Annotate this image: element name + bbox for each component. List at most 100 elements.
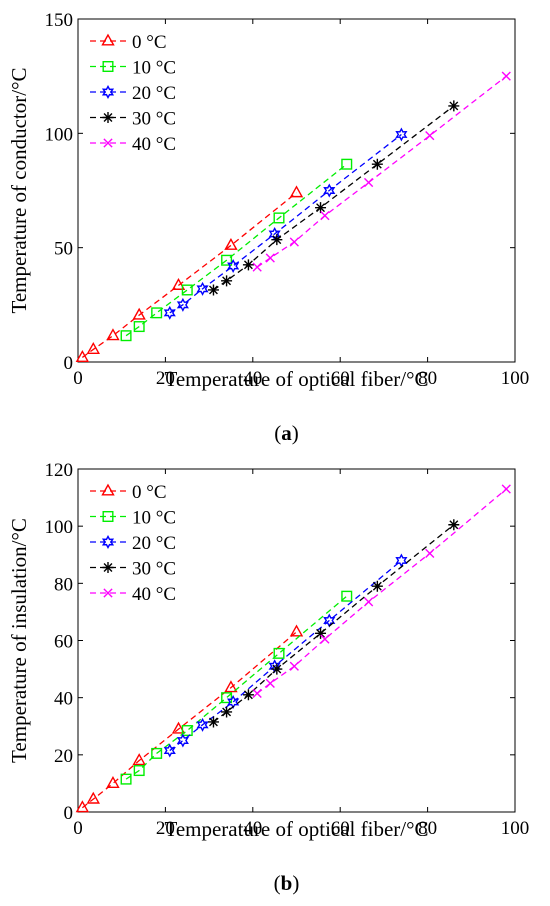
data-point — [501, 484, 511, 494]
data-point — [252, 688, 262, 698]
x-tick-label: 40 — [243, 818, 262, 839]
legend-item: 10 °C — [90, 58, 176, 79]
legend-item: 0 °C — [90, 482, 167, 503]
legend-marker — [102, 511, 114, 523]
data-point — [224, 237, 238, 250]
figure-caption: (a) — [274, 421, 299, 445]
legend-label: 20 °C — [132, 83, 176, 104]
data-point — [221, 706, 233, 718]
series-0C — [75, 624, 304, 813]
data-point — [265, 253, 275, 263]
legend-marker — [101, 33, 115, 46]
data-point — [341, 158, 353, 170]
series-line — [81, 192, 297, 358]
series-40C — [252, 71, 511, 272]
series-line — [256, 75, 507, 268]
x-tick-label: 20 — [156, 368, 175, 389]
data-point — [289, 661, 299, 671]
legend-marker — [101, 84, 115, 100]
data-point — [323, 183, 336, 198]
data-point — [252, 262, 262, 272]
data-point — [181, 284, 193, 296]
chart-panel-b: 0 20 40 60 80 100 0 20 40 60 80 100 120 Temperature o… — [7, 460, 529, 895]
data-point — [395, 127, 408, 142]
y-axis-label: Temperature of insulation/°C — [7, 518, 31, 763]
data-point — [425, 131, 435, 141]
legend-label: 30 °C — [132, 109, 176, 130]
x-tick-label: 60 — [331, 368, 350, 389]
data-point — [176, 297, 189, 312]
y-tick-label: 20 — [54, 746, 73, 767]
legend-marker — [101, 534, 115, 550]
x-axis-label: Temperature of optical fiber/°C — [164, 817, 428, 841]
data-point — [271, 234, 283, 246]
data-point — [371, 158, 383, 170]
y-tick-label: 150 — [45, 10, 74, 31]
legend-item: 10 °C — [90, 508, 176, 529]
data-point — [271, 663, 283, 675]
data-point — [196, 717, 209, 732]
data-point — [171, 277, 186, 290]
legend-label: 0 °C — [132, 32, 167, 53]
data-point — [163, 305, 176, 320]
series-line — [169, 559, 402, 752]
data-point — [448, 519, 460, 531]
legend-label: 0 °C — [132, 482, 167, 503]
x-tick-label: 80 — [418, 368, 437, 389]
series-30C — [207, 519, 460, 728]
x-tick-label: 20 — [156, 818, 175, 839]
data-point — [315, 627, 327, 639]
y-tick-label: 0 — [64, 353, 74, 374]
x-tick-label: 100 — [501, 368, 530, 389]
data-point — [289, 237, 299, 247]
series-line — [125, 163, 348, 337]
y-tick-label: 60 — [54, 632, 73, 653]
data-point — [320, 211, 330, 221]
x-tick-label: 100 — [501, 818, 530, 839]
data-point — [221, 275, 233, 287]
x-tick-label: 40 — [243, 368, 262, 389]
y-tick-label: 100 — [45, 517, 74, 538]
y-tick-label: 0 — [64, 803, 74, 824]
series-10C — [120, 590, 353, 785]
series-10C — [120, 158, 353, 342]
data-point — [242, 689, 254, 701]
series-line — [81, 631, 297, 809]
series-line — [213, 105, 455, 291]
legend-item: 30 °C — [90, 559, 176, 580]
legend-item: 40 °C — [90, 584, 176, 605]
series-20C — [163, 127, 408, 320]
data-point — [207, 716, 219, 728]
x-tick-label: 0 — [73, 368, 83, 389]
legend-item: 30 °C — [90, 109, 176, 130]
legend-marker — [102, 61, 114, 73]
legend-item: 0 °C — [90, 32, 167, 53]
figure-caption: (b) — [274, 871, 300, 895]
data-point — [363, 177, 374, 188]
legend-item: 40 °C — [90, 134, 176, 155]
data-point — [273, 647, 285, 659]
plot-area-frame — [77, 18, 516, 363]
data-point — [106, 775, 120, 788]
data-point — [120, 330, 132, 342]
legend-marker — [102, 112, 114, 123]
series-line — [169, 133, 402, 314]
data-point — [86, 341, 100, 354]
data-point — [221, 692, 233, 704]
legend-label: 10 °C — [132, 508, 176, 529]
data-point — [132, 307, 146, 320]
y-tick-label: 80 — [54, 574, 73, 595]
data-point — [315, 202, 327, 214]
data-point — [75, 349, 90, 362]
series-line — [256, 488, 507, 694]
x-axis-label: Temperature of optical fiber/°C — [164, 367, 428, 391]
data-point — [227, 258, 240, 273]
data-point — [181, 725, 193, 737]
data-point — [163, 743, 176, 758]
legend-label: 40 °C — [132, 134, 176, 155]
data-point — [224, 680, 238, 693]
legend: 0 °C 10 °C 20 °C 30 °C 40 °C — [90, 482, 176, 605]
data-point — [227, 694, 240, 709]
series-20C — [163, 553, 408, 758]
